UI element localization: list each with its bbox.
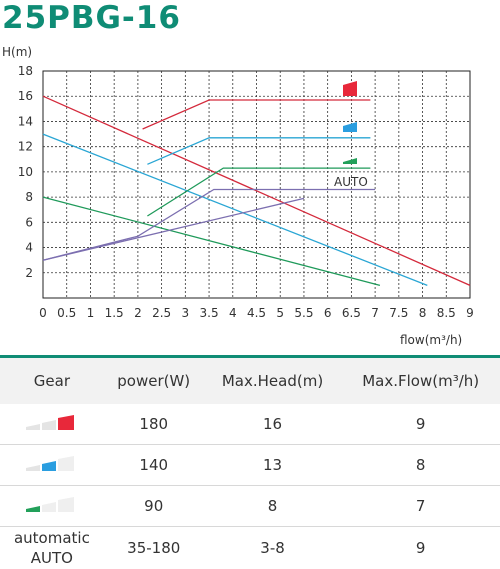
y-tick-label: 8 — [25, 190, 33, 204]
curve-series-5 — [147, 138, 370, 165]
x-tick-label: 1 — [87, 306, 95, 320]
gear-bar — [58, 497, 74, 512]
gear-bar — [42, 420, 56, 430]
legend-gear-icon — [343, 81, 357, 96]
legend-item-gear-2 — [343, 122, 357, 132]
gear-bar — [26, 424, 40, 430]
x-axis-label: flow(m³/h) — [400, 333, 462, 347]
legend-item-auto: AUTO — [334, 175, 368, 189]
x-tick-label: 2 — [134, 306, 142, 320]
curve-series-2 — [43, 134, 427, 285]
flow-cell: 9 — [341, 404, 500, 445]
y-tick-label: 10 — [18, 165, 33, 179]
head-cell: 8 — [204, 486, 342, 527]
flow-cell: 9 — [341, 527, 500, 569]
x-tick-label: 5 — [276, 306, 284, 320]
x-tick-label: 5.5 — [294, 306, 313, 320]
x-tick-label: 9 — [466, 306, 474, 320]
legend-item-gear-3 — [343, 81, 357, 96]
x-tick-label: 0 — [39, 306, 47, 320]
x-tick-label: 4.5 — [247, 306, 266, 320]
gear-3-icon — [24, 413, 80, 431]
spec-table: Gear power(W) Max.Head(m) Max.Flow(m³/h)… — [0, 358, 500, 569]
flow-cell: 8 — [341, 445, 500, 486]
gear-2-icon — [24, 454, 80, 472]
x-tick-label: 8 — [419, 306, 427, 320]
table-row: 180 16 9 — [0, 404, 500, 445]
y-tick-label: 16 — [18, 89, 33, 103]
gear-bar — [58, 456, 74, 471]
y-tick-label: 14 — [18, 114, 33, 128]
head-cell: 3-8 — [204, 527, 342, 569]
gear-bar — [42, 461, 56, 471]
x-tick-label: 2.5 — [152, 306, 171, 320]
gear-cell — [0, 486, 104, 527]
y-tick-label: 6 — [25, 215, 33, 229]
x-tick-label: 6.5 — [342, 306, 361, 320]
header-gear: Gear — [0, 358, 104, 404]
power-cell: 90 — [104, 486, 204, 527]
x-tick-label: 6 — [324, 306, 332, 320]
head-cell: 16 — [204, 404, 342, 445]
x-tick-label: 0.5 — [57, 306, 76, 320]
y-tick-label: 4 — [25, 241, 33, 255]
power-cell: 35-180 — [104, 527, 204, 569]
auto-label-line2: AUTO — [1, 548, 103, 568]
gear-cell — [0, 445, 104, 486]
table-header-row: Gear power(W) Max.Head(m) Max.Flow(m³/h) — [0, 358, 500, 404]
x-tick-label: 4 — [229, 306, 237, 320]
gear-bar — [26, 506, 40, 512]
table-row: 90 8 7 — [0, 486, 500, 527]
chart-legend: AUTO — [334, 81, 368, 189]
y-tick-label: 2 — [25, 266, 33, 280]
gear-cell — [0, 404, 104, 445]
flow-cell: 7 — [341, 486, 500, 527]
gear-1-icon — [24, 495, 80, 513]
x-tick-label: 8.5 — [437, 306, 456, 320]
table-row: automatic AUTO 35-180 3-8 9 — [0, 527, 500, 569]
x-tick-label: 7.5 — [389, 306, 408, 320]
auto-label-line1: automatic — [1, 528, 103, 548]
x-tick-label: 1.5 — [105, 306, 124, 320]
y-axis-label: H(m) — [2, 45, 32, 59]
pump-curve-chart: 0 0.5 1 1.5 2 2.5 3 3.5 4 4.5 5 5.5 6 6.5 7 7.5 8 8.5 9 2 4 6… — [0, 0, 500, 355]
gear-bar — [58, 415, 74, 430]
gear-bar — [26, 465, 40, 471]
header-max-head: Max.Head(m) — [204, 358, 342, 404]
x-tick-label: 3 — [182, 306, 190, 320]
chart-grid — [43, 71, 470, 298]
legend-gear-icon — [343, 158, 357, 164]
power-cell: 140 — [104, 445, 204, 486]
header-max-flow: Max.Flow(m³/h) — [341, 358, 500, 404]
gear-bar — [42, 502, 56, 512]
y-tick-label: 18 — [18, 64, 33, 78]
axis-ticks: 0 0.5 1 1.5 2 2.5 3 3.5 4 4.5 5 5.5 6 6.5 7 7.5 8 8.5 9 2 4 6… — [18, 64, 474, 320]
header-power: power(W) — [104, 358, 204, 404]
x-tick-label: 7 — [371, 306, 379, 320]
gear-cell-auto: automatic AUTO — [0, 527, 104, 569]
power-cell: 180 — [104, 404, 204, 445]
legend-gear-icon — [343, 122, 357, 132]
x-tick-label: 3.5 — [200, 306, 219, 320]
y-tick-label: 12 — [18, 140, 33, 154]
curve-series-3 — [43, 197, 380, 285]
legend-item-gear-1 — [343, 158, 357, 164]
table-row: 140 13 8 — [0, 445, 500, 486]
head-cell: 13 — [204, 445, 342, 486]
